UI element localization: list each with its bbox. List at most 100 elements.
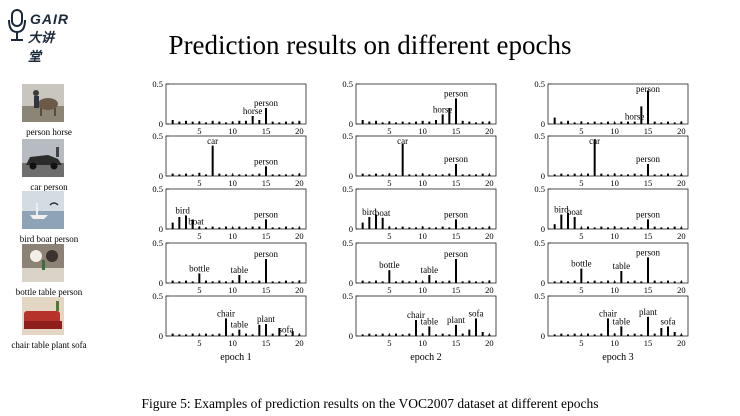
y-tick-label: 0.5 [152, 131, 163, 141]
bar-annotation: sofa [469, 308, 484, 318]
plot-frame [355, 295, 497, 337]
bar [607, 121, 609, 124]
bar [205, 174, 207, 176]
plot-frame [165, 242, 307, 284]
bar [560, 280, 563, 283]
bar [291, 227, 294, 229]
bar [673, 281, 676, 283]
bar [211, 145, 214, 176]
x-tick-label: 15 [262, 231, 271, 241]
bar [238, 174, 241, 176]
bar [285, 334, 287, 336]
bar [375, 120, 377, 124]
bar [468, 121, 471, 124]
bar [613, 226, 616, 229]
bar [607, 227, 609, 229]
bar [580, 174, 583, 176]
bar [395, 333, 397, 336]
bar [361, 173, 364, 176]
bar [211, 281, 214, 283]
bar [488, 226, 491, 229]
x-tick-label: 20 [677, 285, 686, 295]
x-tick-label: 15 [452, 285, 461, 295]
bar [640, 174, 643, 176]
bar-annotation: person [254, 156, 278, 166]
bottle-table-person-photo [22, 244, 64, 282]
bar [667, 326, 669, 336]
bar [198, 226, 201, 229]
bar [298, 120, 301, 124]
bar [647, 316, 649, 336]
bar [593, 334, 596, 336]
bar [291, 331, 294, 336]
bar [401, 144, 404, 176]
bar [185, 334, 187, 336]
bar [580, 268, 583, 283]
bar [278, 174, 281, 176]
bar [448, 108, 451, 124]
x-tick-label: 5 [197, 126, 201, 136]
bar [448, 280, 451, 283]
bar [468, 174, 471, 176]
bar [185, 215, 187, 229]
bar [218, 121, 221, 124]
y-tick-label: 0.5 [342, 184, 353, 194]
x-tick-label: 15 [262, 285, 271, 295]
bar-annotation: plant [257, 314, 275, 324]
bar [673, 122, 676, 124]
bar [401, 121, 404, 124]
bar-annotation: person [636, 154, 660, 164]
bar [587, 281, 589, 283]
bar [381, 217, 384, 229]
bar [421, 173, 424, 176]
x-tick-label: 20 [295, 178, 304, 188]
bar [587, 173, 589, 176]
y-tick-label: 0.5 [152, 238, 163, 248]
bar [271, 174, 274, 176]
bar [428, 227, 431, 229]
y-tick-label: 0 [349, 171, 353, 181]
x-tick-label: 20 [295, 231, 304, 241]
bar [553, 224, 556, 229]
y-tick-label: 0 [349, 119, 353, 129]
bar [171, 280, 174, 283]
bar [680, 227, 683, 229]
bar-annotation: plant [447, 315, 465, 325]
bar-annotation: person [444, 154, 468, 164]
bar-annotation: table [231, 265, 249, 275]
bar [265, 166, 267, 176]
x-tick-label: 10 [610, 338, 619, 348]
bar-annotation: chair [407, 310, 425, 320]
bar [607, 174, 609, 176]
bar [388, 121, 391, 124]
bar [680, 121, 683, 124]
bar-annotation: horse [433, 104, 453, 114]
bar [381, 174, 384, 176]
bar [640, 227, 643, 229]
bar [580, 227, 583, 229]
bar [475, 227, 477, 229]
bar [381, 281, 384, 283]
bar [580, 121, 583, 124]
x-tick-label: 10 [418, 178, 427, 188]
epoch-label: epoch 1 [220, 352, 251, 363]
bar [245, 227, 247, 229]
bar [573, 173, 576, 176]
bar [388, 173, 391, 176]
x-tick-label: 15 [644, 231, 653, 241]
y-tick-label: 0.5 [152, 79, 163, 89]
bar [298, 173, 301, 176]
bar-annotation: plant [639, 307, 657, 317]
bar [225, 318, 227, 336]
bar [667, 227, 669, 229]
bar [488, 121, 491, 124]
bar [375, 334, 377, 336]
bar [428, 275, 431, 283]
bar [408, 281, 411, 283]
bar [633, 226, 636, 229]
y-tick-label: 0 [349, 224, 353, 234]
bar [185, 280, 187, 283]
bar [593, 280, 596, 283]
figure-caption: Figure 5: Examples of prediction results… [141, 396, 599, 411]
bar [381, 333, 384, 336]
